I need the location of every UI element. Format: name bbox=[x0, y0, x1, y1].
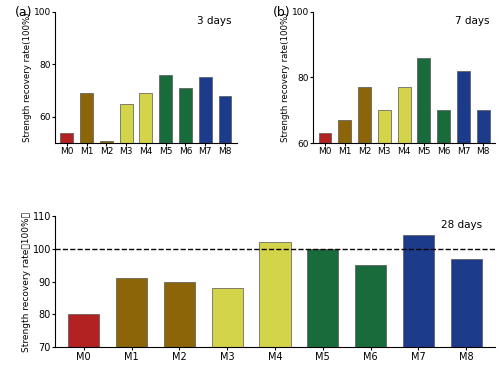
Bar bbox=[338, 120, 351, 341]
Bar bbox=[355, 265, 386, 386]
Bar bbox=[260, 242, 290, 386]
Bar bbox=[476, 110, 490, 341]
Text: 3 days: 3 days bbox=[197, 15, 232, 25]
Bar bbox=[318, 134, 332, 341]
Bar bbox=[159, 75, 172, 275]
Bar bbox=[398, 87, 410, 341]
Y-axis label: Strength recovery rate(100%): Strength recovery rate(100%) bbox=[23, 13, 32, 142]
Bar bbox=[199, 78, 211, 275]
Bar bbox=[457, 71, 470, 341]
Bar bbox=[68, 315, 99, 386]
Bar bbox=[164, 281, 195, 386]
Bar bbox=[418, 58, 430, 341]
Bar bbox=[80, 93, 93, 275]
Y-axis label: Strength recovery rate(100%): Strength recovery rate(100%) bbox=[282, 13, 290, 142]
Bar bbox=[218, 96, 232, 275]
Bar bbox=[179, 88, 192, 275]
Bar bbox=[100, 141, 113, 275]
Bar bbox=[120, 104, 132, 275]
Text: 7 days: 7 days bbox=[455, 15, 490, 25]
Bar bbox=[60, 133, 74, 275]
Bar bbox=[437, 110, 450, 341]
Bar bbox=[140, 93, 152, 275]
Text: (b): (b) bbox=[273, 6, 291, 19]
Bar bbox=[116, 278, 147, 386]
Bar bbox=[451, 259, 482, 386]
Bar bbox=[378, 110, 391, 341]
Bar bbox=[212, 288, 242, 386]
Bar bbox=[308, 249, 338, 386]
Y-axis label: Strength recovery rate（100%）: Strength recovery rate（100%） bbox=[22, 212, 31, 352]
Bar bbox=[358, 87, 371, 341]
Text: (a): (a) bbox=[15, 6, 32, 19]
Bar bbox=[403, 235, 434, 386]
Text: 28 days: 28 days bbox=[440, 220, 482, 230]
